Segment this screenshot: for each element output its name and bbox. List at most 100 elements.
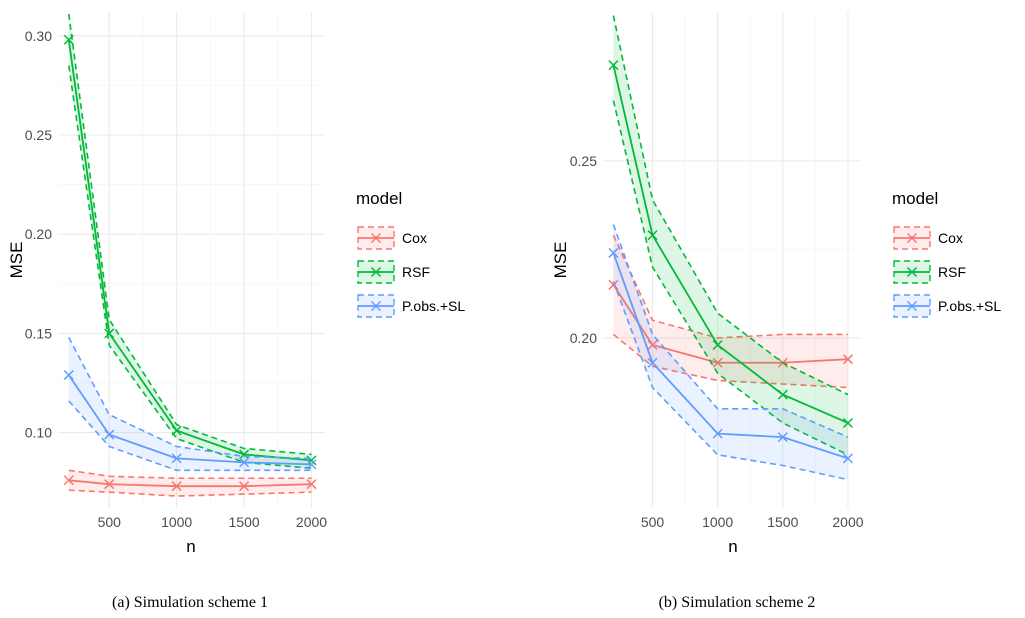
panel-a-series-p-obs-sl-lower-bound <box>68 400 312 472</box>
panel-a-series-cox-point-stroke <box>63 475 74 486</box>
panel-b-series-p-obs-sl-point-stroke <box>777 432 788 443</box>
panel-b-legend: model Cox RSF P.obs.+SL <box>892 189 1001 318</box>
panel-b-series-cox-point <box>842 354 854 365</box>
panel-b-x-tick-label: 1000 <box>702 514 733 530</box>
panel-b-x-tick-label: 500 <box>641 514 665 530</box>
panel-a-series-p-obs-sl-ribbon <box>68 337 312 471</box>
panel-a-series-rsf-line <box>67 39 312 462</box>
panel-a-legend-key <box>357 260 395 284</box>
panel-a-x-tick-label: 1500 <box>229 514 260 530</box>
panel-b-series-cox-point <box>712 357 723 368</box>
panel-a-y-axis-title: MSE <box>7 242 26 279</box>
panel-b-series-cox-point-stroke <box>647 339 658 351</box>
panel-b-series-p-obs-sl-point <box>777 432 788 443</box>
panel-a-series-cox-point-stroke <box>104 479 115 490</box>
panel-b-series-p-obs-sl-point-stroke <box>647 357 658 368</box>
panel-b-x-axis-title: n <box>728 537 737 556</box>
panel-a-series-p-obs-sl-upper-bound <box>68 337 312 460</box>
panel-b-legend-label: P.obs.+SL <box>938 298 1001 314</box>
panel-b-series-rsf-point <box>777 389 788 400</box>
panel-b-legend-key <box>893 226 931 250</box>
panel-a-legend-key <box>357 226 395 250</box>
panel-b-series-p-obs-sl-upper-bound <box>612 224 849 438</box>
panel-a-series-rsf-lower-bound <box>67 65 312 470</box>
panel-a-legend-title: model <box>356 189 402 208</box>
panel-a-y-tick-label: 0.15 <box>25 325 52 341</box>
panel-a-series-rsf-point <box>104 328 115 339</box>
panel-b-series-cox-point <box>608 279 619 290</box>
panel-b-series-rsf-point-stroke <box>608 60 619 71</box>
panel-b-legend-key-marker <box>906 300 918 312</box>
panel-b-series-rsf-point-stroke <box>842 417 854 429</box>
panel-a-series-p-obs-sl-point-stroke <box>239 457 250 468</box>
panel-a-series-p-obs-sl-point <box>239 457 250 468</box>
panel-b-y-tick-label: 0.20 <box>570 330 597 346</box>
panel-a-series-rsf-ribbon <box>68 13 312 469</box>
panel-b-series-p-obs-sl-point <box>712 428 723 439</box>
panel-b-series-rsf-upper-bound <box>612 15 849 396</box>
panel-a-series-cox-ribbon <box>68 470 312 497</box>
panel-a-series-rsf-point-stroke <box>171 425 182 436</box>
panel-a-series-p-obs-sl-point-stroke <box>63 370 74 381</box>
panel-a-series-p-obs-sl-point <box>63 370 74 381</box>
panel-a-series-rsf-point-stroke <box>63 34 74 45</box>
panel-b-series-rsf-point-stroke <box>777 389 788 400</box>
panel-b-series-rsf-ribbon <box>613 15 848 455</box>
panel-a-y-tick-label: 0.30 <box>25 28 52 44</box>
panel-b-x-tick-label: 2000 <box>832 514 863 530</box>
panel-a-series-cox-point <box>239 481 250 492</box>
panel-b-series-p-obs-sl-point <box>608 247 619 258</box>
panel-a-series-cox-point <box>171 481 182 492</box>
panel-a-y-tick-label: 0.20 <box>25 226 52 242</box>
panel-a-series-cox-point-stroke <box>306 479 317 490</box>
panel-b-legend-key-marker <box>906 232 918 244</box>
panel-a-series-cox-point <box>104 479 115 490</box>
panel-a-series-rsf-point <box>239 449 250 460</box>
chart-panel-b: 0.20 0.25 500 1000 1500 2000 n MSE model Cox RSF P.… <box>551 12 1001 611</box>
panel-b-series-cox-point-stroke <box>608 279 619 290</box>
panel-a-legend-label: Cox <box>402 230 427 246</box>
panel-a-legend-key-marker <box>370 232 382 244</box>
panel-a-series-rsf-point-stroke <box>239 449 250 460</box>
panel-a-y-tick-label: 0.10 <box>25 425 52 441</box>
panel-a-series-cox-point <box>63 475 74 486</box>
panel-b-series-rsf-point-stroke <box>647 230 658 241</box>
panel-a-series-rsf-point <box>63 34 74 45</box>
panel-a-y-tick-label: 0.25 <box>25 127 52 143</box>
panel-b-series-rsf-lower-bound <box>612 100 849 456</box>
panel-b-series-rsf-point <box>647 230 658 241</box>
panel-a-series-p-obs-sl-point-stroke <box>104 429 115 440</box>
panel-b-series-cox-point-stroke <box>712 357 723 368</box>
panel-b-y-axis-title: MSE <box>551 242 570 279</box>
panel-b-legend-label: RSF <box>938 264 966 280</box>
panel-a-legend-key-marker <box>370 266 382 278</box>
chart-panel-a: 0.10 0.15 0.20 0.25 0.30 500 1000 1500 2000 n MSE m… <box>7 12 465 611</box>
panel-b-caption: (b) Simulation scheme 2 <box>659 594 816 611</box>
panel-b-series-cox-upper-bound <box>612 234 848 339</box>
panel-a-x-tick-label: 500 <box>98 514 122 530</box>
panel-b-series-rsf-point <box>608 60 619 71</box>
panel-b-series-p-obs-sl-point-stroke <box>608 247 619 258</box>
panel-b-series-p-obs-sl-ribbon <box>613 224 848 480</box>
panel-b-x-tick-label: 1500 <box>767 514 798 530</box>
panel-a-x-tick-label: 2000 <box>296 514 327 530</box>
panel-a-x-axis-title: n <box>186 537 195 556</box>
panel-a-series-cox-point <box>306 479 317 490</box>
panel-a-series-p-obs-sl-point-stroke <box>306 459 317 470</box>
panel-b-series-p-obs-sl-point-stroke <box>842 453 854 464</box>
panel-a-x-tick-label: 1000 <box>161 514 192 530</box>
panel-a-legend: model Cox RSF P.obs.+SL <box>356 189 465 318</box>
panel-a-series-cox-point-stroke <box>239 481 250 492</box>
panel-a-series-p-obs-sl-point <box>104 429 115 440</box>
panel-a-caption: (a) Simulation scheme 1 <box>112 594 268 611</box>
panel-b-series-rsf-point <box>712 339 723 351</box>
panel-a-legend-label: P.obs.+SL <box>402 298 465 314</box>
panel-b-series-p-obs-sl-lower-bound <box>612 280 849 481</box>
panel-b-series-p-obs-sl-point <box>842 453 854 464</box>
panel-a-series-p-obs-sl-point <box>171 453 182 464</box>
panel-b-series-p-obs-sl-point <box>647 357 658 368</box>
panel-b-series-cox-point <box>647 339 658 351</box>
panel-a-series-cox-point-stroke <box>171 481 182 492</box>
panel-b-series-rsf-point <box>842 417 854 429</box>
